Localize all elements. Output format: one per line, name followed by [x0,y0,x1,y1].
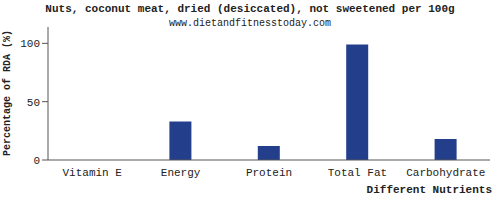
svg-text:Percentage of RDA (%): Percentage of RDA (%) [8,30,13,156]
svg-text:0: 0 [33,155,40,167]
svg-text:Vitamin E: Vitamin E [62,167,122,179]
svg-text:100: 100 [20,38,40,50]
svg-text:Energy: Energy [161,167,201,179]
svg-text:www.dietandfitnesstoday.com: www.dietandfitnesstoday.com [169,18,331,29]
svg-text:Carbohydrate: Carbohydrate [406,167,485,179]
svg-text:Nuts, coconut meat, dried (des: Nuts, coconut meat, dried (desiccated), … [45,3,454,15]
svg-text:Different Nutrients: Different Nutrients [367,184,492,196]
svg-text:Total Fat: Total Fat [328,167,387,179]
svg-text:Protein: Protein [246,167,292,179]
svg-text:50: 50 [27,97,40,109]
